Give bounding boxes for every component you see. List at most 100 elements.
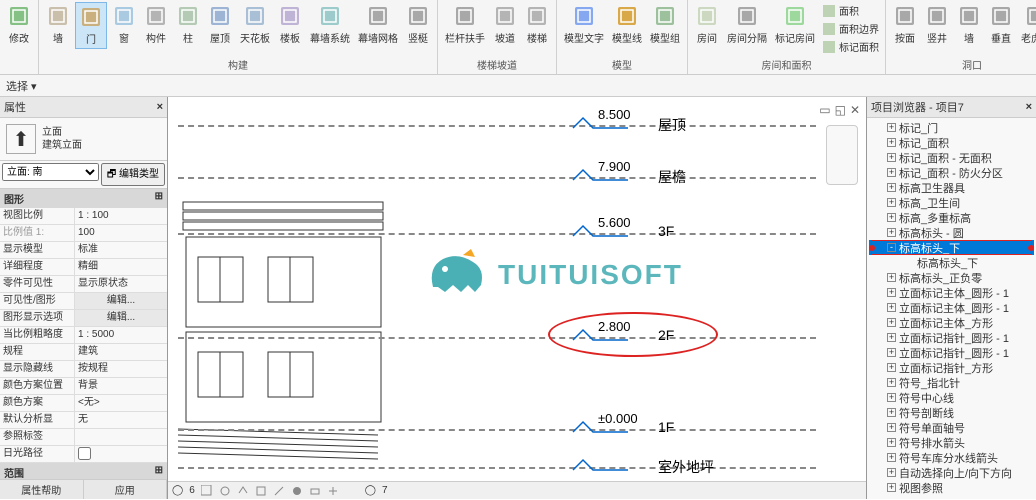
prop-row[interactable]: 比例值 1:100 — [0, 225, 167, 242]
view-select[interactable]: 立面: 南 — [2, 163, 99, 181]
wallop-button[interactable]: 墙 — [954, 2, 984, 47]
properties-grid: 图形⊞视图比例1 : 100比例值 1:100显示模型标准详细程度精细零件可见性… — [0, 189, 167, 479]
prop-row[interactable]: 默认分析显示...无 — [0, 412, 167, 429]
ceiling-button[interactable]: 天花板 — [237, 2, 273, 47]
area-button[interactable]: 面积 — [820, 2, 881, 19]
tree-item[interactable]: +立面标记指针_圆形 - 1 — [869, 330, 1034, 345]
tree-item[interactable]: +标记_面积 — [869, 135, 1034, 150]
shaft-button[interactable]: 竖井 — [922, 2, 952, 47]
browser-tree: +标记_门+标记_面积+标记_面积 - 无面积+标记_面积 - 防火分区+标高卫… — [867, 118, 1036, 499]
column-button[interactable]: 柱 — [173, 2, 203, 47]
tree-item[interactable]: +标高标头_正负零 — [869, 270, 1034, 285]
status-icon[interactable] — [201, 485, 213, 497]
tree-item[interactable]: +标高标头 - 圆 — [869, 225, 1034, 240]
prop-row[interactable]: 可见性/图形编辑... — [0, 293, 167, 310]
prop-row[interactable]: 图形显示选项编辑... — [0, 310, 167, 327]
canvas-status-bar: ◯ 6 ◯ 7 — [168, 481, 866, 499]
tree-item[interactable]: +符号车库分水线箭头 — [869, 450, 1034, 465]
tree-item[interactable]: +符号剖断线 — [869, 405, 1034, 420]
mgroup-button[interactable]: 模型组 — [647, 2, 683, 47]
prop-row[interactable]: 当比例粗略度1 : 5000 — [0, 327, 167, 344]
status-icon[interactable] — [309, 485, 321, 497]
restore-view-icon[interactable]: ◱ — [835, 103, 846, 117]
ribbon: 修改墙门窗构件柱屋顶天花板楼板幕墙系统幕墙网格竖梃构建栏杆扶手坡道楼梯楼梯坡道模… — [0, 0, 1036, 75]
tree-item[interactable]: +视图参照 — [869, 480, 1034, 495]
tree-item[interactable]: +符号中心线 — [869, 390, 1034, 405]
tree-item[interactable]: +标高_卫生间 — [869, 195, 1034, 210]
roof-button[interactable]: 屋顶 — [205, 2, 235, 47]
prop-row[interactable]: 零件可见性显示原状态 — [0, 276, 167, 293]
tree-item[interactable]: +立面标记主体_方形 — [869, 315, 1034, 330]
properties-help[interactable]: 属性帮助 — [0, 480, 84, 499]
status-num-1: ◯ — [172, 485, 183, 496]
status-icon[interactable] — [237, 485, 249, 497]
modify-button[interactable]: 修改 — [4, 2, 34, 47]
view-cube[interactable] — [826, 125, 858, 185]
byface-button[interactable]: 按面 — [890, 2, 920, 47]
close-icon[interactable]: × — [1026, 101, 1032, 113]
mullion-button[interactable]: 竖梃 — [403, 2, 433, 47]
door-button[interactable]: 门 — [75, 2, 107, 49]
roomsep-button[interactable]: 房间分隔 — [724, 2, 770, 47]
tag-button[interactable]: 标记房间 — [772, 2, 818, 47]
window-button[interactable]: 窗 — [109, 2, 139, 47]
ramp-button[interactable]: 坡道 — [490, 2, 520, 47]
areatag-button[interactable]: 标记面积 — [820, 38, 881, 55]
prop-row[interactable]: 显示隐藏线按规程 — [0, 361, 167, 378]
minimize-view-icon[interactable]: ▭ — [819, 103, 830, 117]
drawing-area: TUITUISOFT 8.500屋顶7.900屋檐5.6003F2.8002F±… — [178, 107, 816, 479]
tree-item[interactable]: +标记_门 — [869, 120, 1034, 135]
prop-row[interactable]: 颜色方案位置背景 — [0, 378, 167, 395]
canvas-tools: ▭ ◱ ✕ — [819, 103, 860, 117]
component-button[interactable]: 构件 — [141, 2, 171, 47]
select-row[interactable]: 选择 ▾ — [0, 75, 1036, 97]
room-button[interactable]: 房间 — [692, 2, 722, 47]
vert-button[interactable]: 垂直 — [986, 2, 1016, 47]
dormer-button[interactable]: 老虎窗 — [1018, 2, 1036, 47]
status-icon[interactable] — [255, 485, 267, 497]
floor-button[interactable]: 楼板 — [275, 2, 305, 47]
close-icon[interactable]: × — [157, 101, 163, 113]
rail-button[interactable]: 栏杆扶手 — [442, 2, 488, 47]
status-icon[interactable] — [219, 485, 231, 497]
prop-row[interactable]: 显示模型标准 — [0, 242, 167, 259]
prop-row[interactable]: 规程建筑 — [0, 344, 167, 361]
type-selector[interactable]: ⬆ 立面 建筑立面 — [0, 118, 167, 161]
properties-panel: 属性 × ⬆ 立面 建筑立面 立面: 南 🗗 编辑类型 图形⊞视图比例1 : 1… — [0, 97, 168, 499]
tree-item[interactable]: +立面标记指针_圆形 - 1 — [869, 345, 1034, 360]
mtext-button[interactable]: 模型文字 — [561, 2, 607, 47]
prop-row[interactable]: 颜色方案<无> — [0, 395, 167, 412]
mline-button[interactable]: 模型线 — [609, 2, 645, 47]
prop-row[interactable]: 视图比例1 : 100 — [0, 208, 167, 225]
status-icon[interactable] — [327, 485, 339, 497]
tree-item[interactable]: +立面标记主体_圆形 - 1 — [869, 300, 1034, 315]
tree-item[interactable]: +标高_多重标高 — [869, 210, 1034, 225]
drawing-canvas[interactable]: ▭ ◱ ✕ — [168, 97, 866, 499]
tree-item[interactable]: +立面标记指针_方形 — [869, 360, 1034, 375]
apply-button[interactable]: 应用 — [84, 480, 168, 499]
curtain-button[interactable]: 幕墙系统 — [307, 2, 353, 47]
tree-item[interactable]: +立面标记主体_圆形 - 1 — [869, 285, 1034, 300]
close-view-icon[interactable]: ✕ — [850, 103, 860, 117]
tree-item[interactable]: +符号_指北针 — [869, 375, 1034, 390]
tree-item[interactable]: +符号排水箭头 — [869, 435, 1034, 450]
stair-button[interactable]: 楼梯 — [522, 2, 552, 47]
tree-item[interactable]: +标记_面积 - 无面积 — [869, 150, 1034, 165]
type-label-2: 建筑立面 — [42, 139, 82, 152]
prop-row[interactable]: 详细程度精细 — [0, 259, 167, 276]
status-icon[interactable] — [291, 485, 303, 497]
curtgrid-button[interactable]: 幕墙网格 — [355, 2, 401, 47]
status-icon[interactable] — [273, 485, 285, 497]
tree-item[interactable]: +标记_面积 - 防火分区 — [869, 165, 1034, 180]
areabnd-button[interactable]: 面积边界 — [820, 20, 881, 37]
type-label-1: 立面 — [42, 126, 82, 139]
tree-item[interactable]: 标高标头_下 — [869, 255, 1034, 270]
wall-button[interactable]: 墙 — [43, 2, 73, 47]
edit-type-button[interactable]: 🗗 编辑类型 — [101, 163, 165, 186]
tree-item[interactable]: +标高卫生器具 — [869, 180, 1034, 195]
prop-row[interactable]: 日光路径 — [0, 446, 167, 463]
prop-row[interactable]: 参照标签 — [0, 429, 167, 446]
tree-item[interactable]: +符号单面轴号 — [869, 420, 1034, 435]
tree-item[interactable]: +自动选择向上/向下方向 — [869, 465, 1034, 480]
tree-item[interactable]: -标高标头_下 — [869, 240, 1034, 255]
